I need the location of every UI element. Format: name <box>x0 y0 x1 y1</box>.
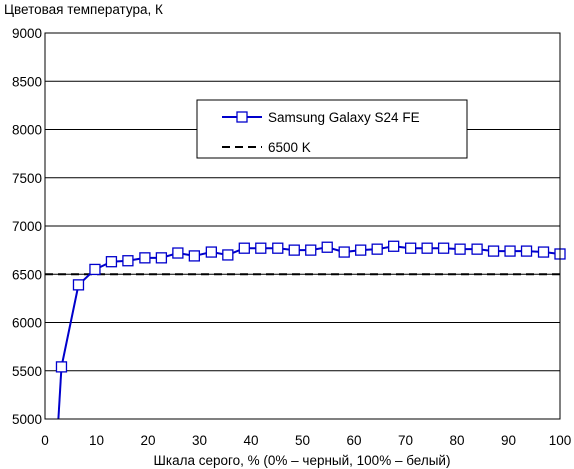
legend-box <box>196 99 468 159</box>
data-point-6 <box>155 252 168 264</box>
y-axis-label: Цветовая температура, К <box>4 2 163 17</box>
data-point-19 <box>371 243 383 255</box>
plot-frame <box>44 32 561 420</box>
data-point-13 <box>272 242 284 254</box>
data-point-10 <box>222 249 234 261</box>
y-tick-label-6500: 6500 <box>12 267 42 282</box>
data-point-21 <box>404 242 417 254</box>
data-point-14 <box>288 244 300 256</box>
y-tick-label-5500: 5500 <box>12 364 42 379</box>
data-point-16 <box>321 241 333 253</box>
data-point-20 <box>388 240 400 252</box>
data-point-5 <box>139 252 151 264</box>
y-tick-label-9000: 9000 <box>12 26 42 41</box>
data-point-12 <box>255 242 267 254</box>
x-tick-label-0: 0 <box>41 433 49 448</box>
data-point-9 <box>205 246 217 258</box>
x-tick-label-100: 100 <box>549 433 572 448</box>
series-layer <box>45 240 566 420</box>
legend-marker-samsung <box>236 111 248 123</box>
y-tick-label-8000: 8000 <box>12 123 42 138</box>
data-point-1 <box>72 279 85 291</box>
data-point-29 <box>537 246 550 258</box>
series-line-entry <box>57 366 63 420</box>
data-point-18 <box>355 244 367 256</box>
x-tick-label-40: 40 <box>243 433 258 448</box>
data-point-11 <box>238 242 250 254</box>
x-axis-label: Шкала серого, % (0% – черный, 100% – бел… <box>154 453 451 468</box>
legend: Samsung Galaxy S24 FE 6500 K <box>196 99 468 159</box>
data-point-24 <box>454 243 466 255</box>
y-tick-label-7000: 7000 <box>12 219 42 234</box>
x-tick-label-50: 50 <box>295 433 310 448</box>
data-point-28 <box>520 245 533 257</box>
y-tick-label-6000: 6000 <box>12 316 42 331</box>
data-point-15 <box>305 244 317 256</box>
data-point-4 <box>122 255 134 267</box>
x-tick-label-30: 30 <box>192 433 207 448</box>
data-point-22 <box>421 242 433 254</box>
data-point-7 <box>172 247 184 259</box>
x-tick-label-60: 60 <box>346 433 361 448</box>
x-tick-label-80: 80 <box>449 433 464 448</box>
x-tick-label-20: 20 <box>140 433 155 448</box>
y-tick-label-7500: 7500 <box>12 171 42 186</box>
y-tick-label-5000: 5000 <box>12 412 42 427</box>
data-point-8 <box>188 250 201 262</box>
x-tick-label-90: 90 <box>501 433 516 448</box>
series-line-samsung <box>60 245 561 368</box>
x-tick-labels: 0 10 20 30 40 50 60 70 80 90 100 <box>41 433 571 448</box>
data-point-25 <box>471 243 483 255</box>
data-point-17 <box>338 246 350 258</box>
y-tick-labels: 5000 5500 6000 6500 7000 7500 8000 8500 9000 <box>12 26 42 427</box>
data-point-3 <box>105 256 118 268</box>
data-point-27 <box>504 245 516 257</box>
x-tick-label-70: 70 <box>398 433 413 448</box>
data-point-2 <box>89 263 101 276</box>
data-point-26 <box>487 245 500 257</box>
data-point-23 <box>437 242 450 254</box>
legend-label-samsung: Samsung Galaxy S24 FE <box>268 110 420 125</box>
legend-label-reference: 6500 K <box>268 140 311 155</box>
data-point-0 <box>55 361 68 373</box>
x-tick-label-10: 10 <box>89 433 104 448</box>
y-tick-label-8500: 8500 <box>12 74 42 89</box>
